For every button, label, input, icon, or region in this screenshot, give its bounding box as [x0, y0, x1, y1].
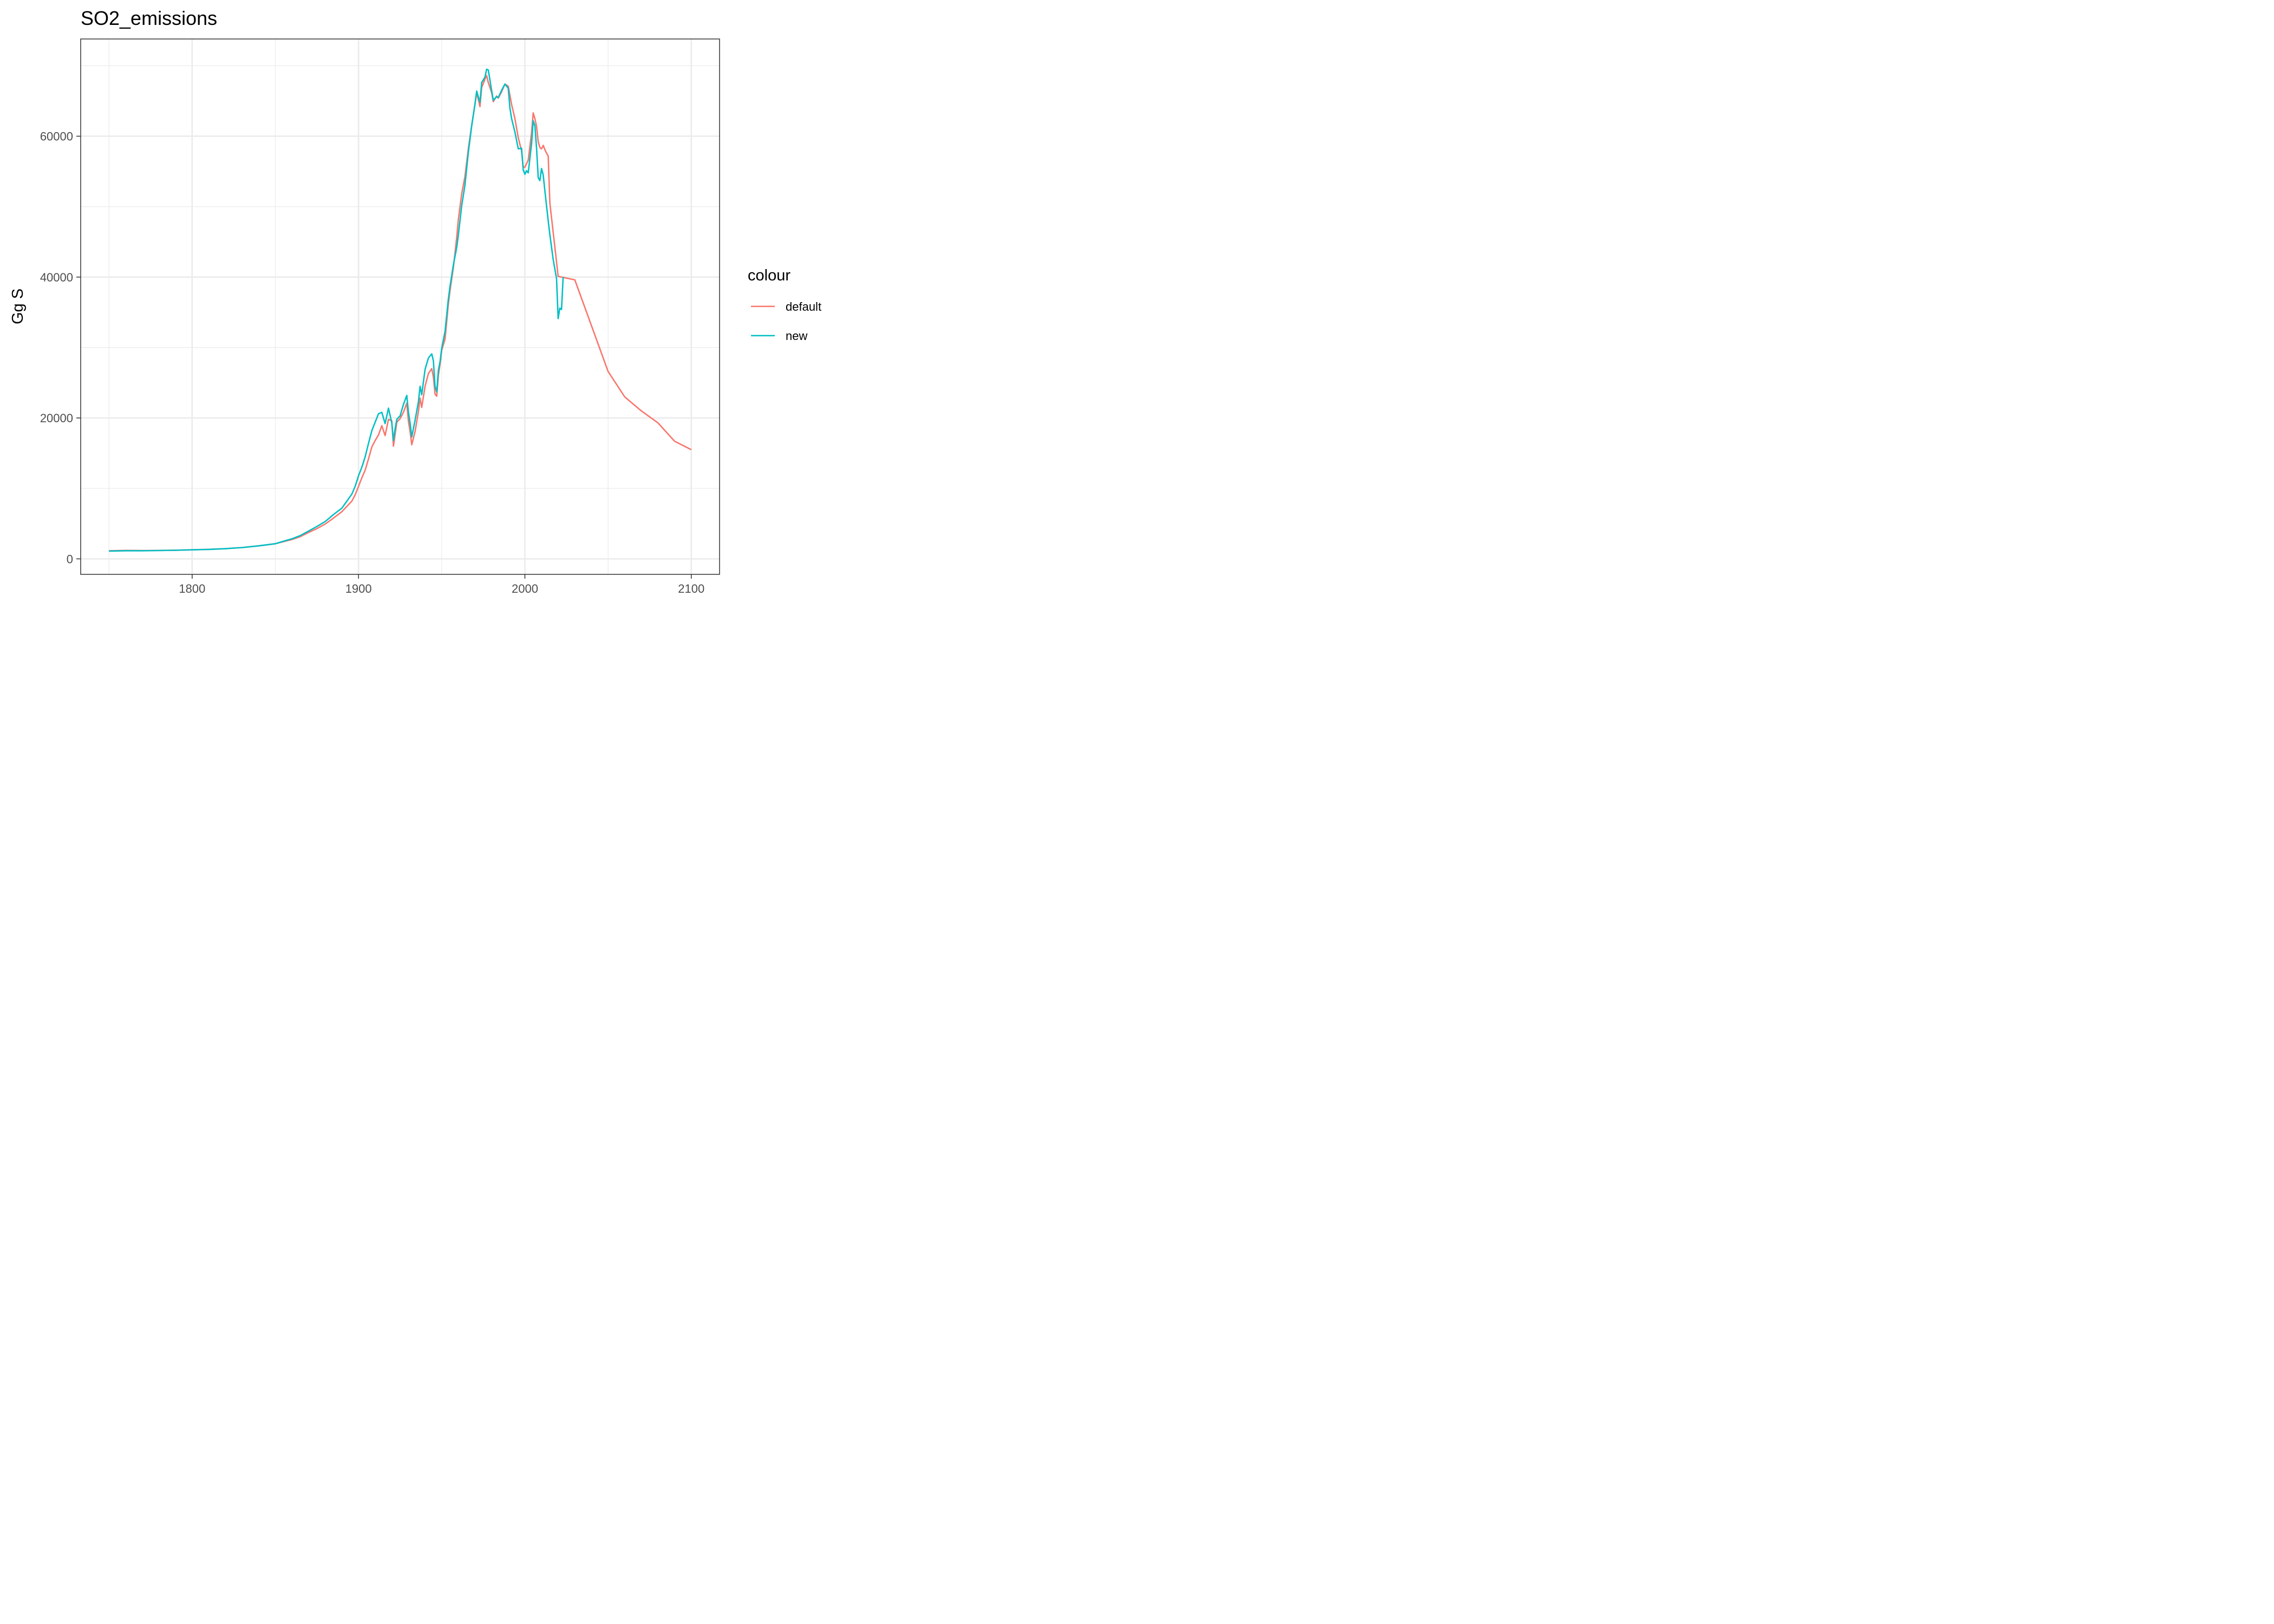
series-line-new [109, 68, 564, 552]
y-tick-label: 0 [67, 552, 73, 566]
y-tick-label: 40000 [40, 271, 73, 284]
chart-title: SO2_emissions [81, 7, 217, 29]
series-layer [109, 68, 692, 552]
legend-label-new: new [786, 329, 807, 343]
y-tick-label: 60000 [40, 130, 73, 143]
y-axis: 0 20000 40000 60000 [40, 130, 81, 566]
y-tick-label: 20000 [40, 411, 73, 425]
plot-border [80, 38, 720, 575]
x-tick-label: 2100 [678, 582, 704, 595]
y-axis-title: Gg S [9, 289, 27, 324]
plot-panel [81, 39, 720, 574]
legend: colour default new [748, 267, 821, 343]
minor-grid [81, 39, 720, 574]
x-tick-label: 1800 [179, 582, 205, 595]
x-tick-label: 1900 [345, 582, 372, 595]
x-axis: 1800 1900 2000 2100 [179, 574, 704, 595]
legend-title: colour [748, 267, 790, 284]
legend-label-default: default [786, 300, 821, 313]
x-tick-label: 2000 [512, 582, 538, 595]
chart: SO2_emissions Gg S 1800 1900 2000 2100 0 200… [9, 7, 821, 595]
